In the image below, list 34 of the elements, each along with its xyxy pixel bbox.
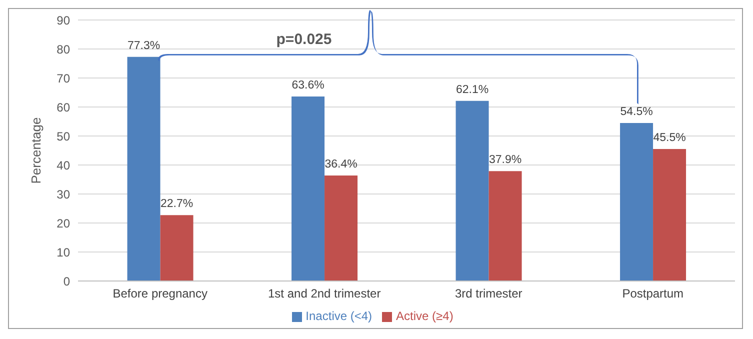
data-label: 37.9% [488,154,522,166]
bar [620,122,654,281]
y-tick-label: 90 [56,13,70,28]
data-label: 63.6% [292,80,324,92]
y-tick-label: 20 [56,216,70,230]
y-tick-label: 60 [56,100,70,114]
legend-label: Active (≥4) [396,309,454,323]
legend-label: Inactive (<4) [306,309,372,323]
data-label: 36.4% [324,158,358,170]
y-tick-label: 40 [56,158,70,172]
x-tick-label: 3rd trimester [454,286,522,301]
x-tick-label: Postpartum [622,286,684,301]
bar [324,175,358,281]
bar [127,56,160,281]
y-tick-label: 0 [63,274,70,288]
x-tick-label: 1st and 2nd trimester [268,286,381,301]
bar [456,100,489,281]
y-tick-label: 70 [56,71,70,86]
bar [292,96,325,281]
bar [488,171,522,281]
y-axis-title: Percentage [28,117,44,184]
bar [160,215,194,281]
data-label: 62.1% [456,84,489,96]
bar [653,149,686,281]
y-tick-label: 10 [56,245,70,260]
y-tick-label: 80 [56,42,70,56]
y-tick-label: 30 [56,187,70,202]
annotation: p=0.025 [276,31,332,48]
data-label: 22.7% [160,198,194,210]
data-label: 77.3% [127,40,160,52]
data-label: 45.5% [653,132,686,144]
y-tick-label: 50 [56,129,70,144]
x-tick-label: Before pregnancy [112,286,208,301]
data-label: 54.5% [620,106,653,118]
